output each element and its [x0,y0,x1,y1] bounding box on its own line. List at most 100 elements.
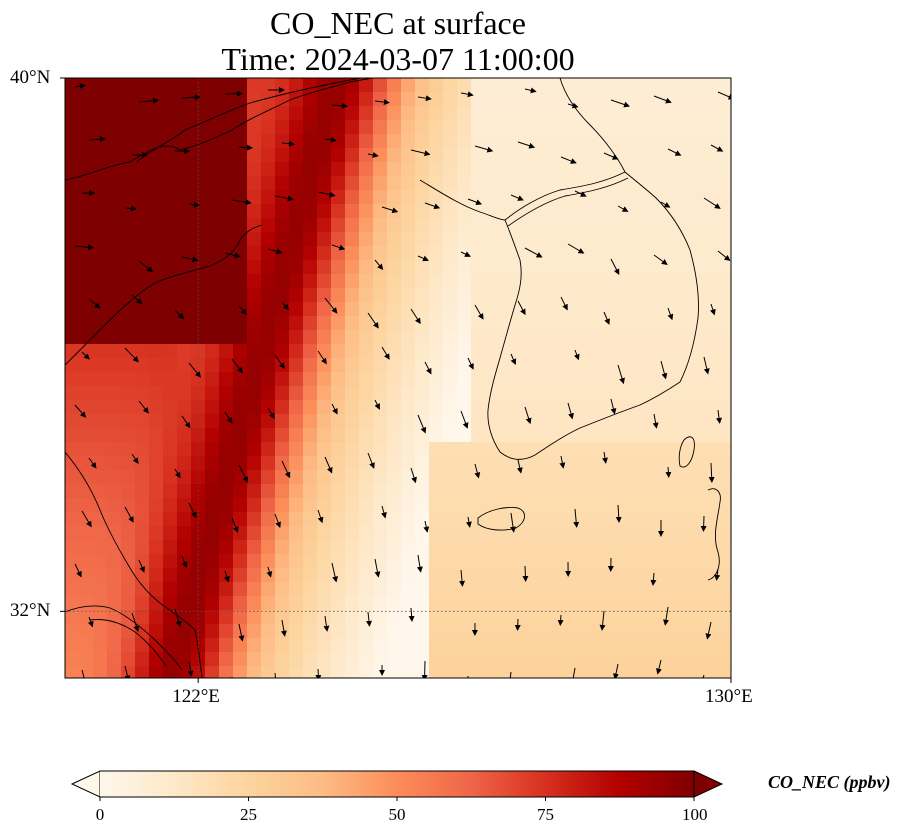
wind-arrow [131,294,143,305]
wind-arrow [615,504,622,523]
colorbar-tick-label: 100 [682,805,708,824]
lat-tick-label: 32°N [10,600,51,622]
wind-arrow [181,415,191,429]
wind-arrow [131,612,140,632]
wind-arrow [573,508,580,528]
wind-arrow [617,364,625,385]
wind-arrow [138,400,149,414]
wind-arrow [603,152,619,160]
wind-arrow [331,403,338,415]
wind-arrow [267,407,275,420]
wind-arrow [274,672,276,678]
wind-arrow [703,356,710,375]
wind-arrow [702,674,705,678]
wind-arrow [124,205,137,212]
map-frame [64,77,732,679]
wind-arrow [653,95,672,104]
wind-arrow [188,362,202,378]
wind-arrow [667,148,682,156]
wind-arrow [267,248,283,255]
wind-arrow [181,256,199,263]
wind-arrow [599,610,606,631]
wind-arrow [417,414,427,434]
wind-arrow [667,307,674,321]
wind-arrow [710,144,724,152]
lon-tick-label: 130°E [705,686,753,707]
wind-arrow [423,520,430,533]
wind-arrow [281,140,295,147]
wind-arrow [81,351,90,360]
wind-arrow [124,347,139,363]
wind-arrow [74,563,82,578]
wind-arrow [417,95,432,102]
wind-arrow [174,468,181,479]
wind-arrow [408,607,415,622]
wind-arrow [231,199,252,206]
wind-arrow [88,457,97,469]
wind-arrow [717,250,731,262]
wind-arrow [653,254,668,265]
wind-arrow [238,144,253,151]
gridlines [65,78,731,678]
wind-arrow [231,676,233,678]
colorbar-tick-label: 0 [95,805,105,824]
wind-arrow [567,243,585,254]
wind-arrow [131,453,139,465]
wind-arrow [509,671,512,678]
wind-arrow [324,297,338,314]
wind-arrow [381,346,390,360]
wind-arrow [324,456,333,474]
wind-arrow [474,463,481,479]
wind-arrow [87,616,94,628]
wind-arrow [517,300,526,316]
wind-arrow [474,145,494,153]
wind-arrow [317,191,336,198]
wind-arrow [560,156,577,164]
wind-arrow [459,569,466,587]
wind-arrow [460,410,469,429]
wind-arrow [465,516,472,528]
wind-arrow [174,608,182,628]
wind-arrow [524,406,532,425]
wind-arrow [231,517,239,533]
wind-arrow [124,506,134,523]
wind-arrow [460,91,474,98]
wind-arrow [365,611,372,627]
wind-arrow [467,357,474,370]
wind-arrow [238,464,249,483]
wind-arrow [567,102,579,109]
wind-arrow [705,621,712,640]
wind-arrow [610,398,617,415]
wind-arrow [510,353,517,366]
wind-arrow [572,667,576,678]
wind-arrow [522,565,529,582]
wind-arrow [517,141,536,149]
wind-arrow [187,661,194,677]
wind-arrow [88,298,101,309]
wind-arrow [231,358,243,374]
wind-arrow [559,455,566,469]
colorbar-bar [100,771,694,797]
wind-arrow [709,303,716,316]
wind-arrow [665,466,672,478]
wind-arrow [374,399,380,410]
wind-arrow [317,350,327,365]
wind-arrow [567,402,574,420]
wind-arrow [714,568,721,581]
wind-arrow [416,554,423,573]
wind-arrow [138,97,159,104]
wind-arrow [524,247,543,258]
wind-arrow [467,198,483,206]
wind-arrow [381,206,399,214]
wind-arrow [138,559,145,573]
wind-arrow [223,570,230,583]
map-title: CO_NEC at surface [270,5,526,41]
wind-arrow [524,87,537,94]
colorbar-tick-label: 50 [388,805,406,824]
concentration-field [65,78,731,678]
wind-arrow [280,619,287,637]
wind-arrow [613,663,619,678]
wind-arrow [663,606,669,626]
wind-arrow [374,99,390,106]
